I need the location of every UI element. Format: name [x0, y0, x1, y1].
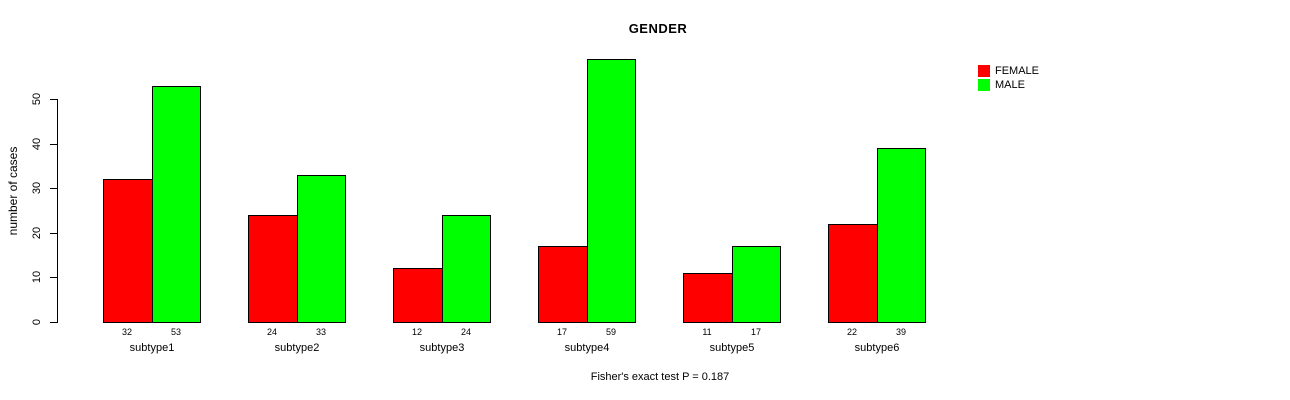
y-axis-line: [57, 99, 58, 323]
x-category-label-subtype1: subtype1: [129, 342, 175, 354]
bar-male-subtype6: [877, 148, 926, 323]
y-tick-label: 50: [31, 92, 43, 106]
legend-label: FEMALE: [995, 65, 1040, 77]
bar-female-subtype2: [248, 215, 298, 323]
bar-female-subtype4: [538, 246, 588, 323]
bar-male-subtype4: [587, 59, 636, 323]
bar-value-label: 59: [605, 327, 617, 337]
bar-value-label: 24: [266, 327, 278, 337]
bar-value-label: 12: [411, 327, 423, 337]
bar-male-subtype5: [732, 246, 781, 323]
y-tick-label: 10: [31, 270, 43, 284]
legend-swatch-icon: [978, 65, 990, 77]
x-category-label-subtype4: subtype4: [564, 342, 610, 354]
x-category-label-subtype3: subtype3: [419, 342, 465, 354]
legend-item-male: MALE: [978, 78, 1039, 92]
bar-female-subtype1: [103, 179, 153, 323]
y-tick-mark: [50, 322, 57, 323]
legend-label: MALE: [995, 79, 1025, 91]
bar-value-label: 32: [121, 327, 133, 337]
bar-value-label: 33: [315, 327, 327, 337]
x-category-label-subtype2: subtype2: [274, 342, 320, 354]
caption-fishers-test: Fisher's exact test P = 0.187: [590, 371, 730, 383]
y-tick-mark: [50, 99, 57, 100]
bar-value-label: 17: [556, 327, 568, 337]
bar-female-subtype6: [828, 224, 878, 323]
y-tick-mark: [50, 188, 57, 189]
y-tick-label: 20: [31, 226, 43, 240]
x-category-label-subtype5: subtype5: [709, 342, 755, 354]
bar-male-subtype3: [442, 215, 491, 323]
y-tick-mark: [50, 277, 57, 278]
chart-title: GENDER: [628, 21, 688, 36]
legend: FEMALE MALE: [978, 64, 1039, 92]
legend-item-female: FEMALE: [978, 64, 1039, 78]
y-tick-label: 0: [31, 318, 43, 326]
y-tick-label: 40: [31, 137, 43, 151]
y-tick-mark: [50, 233, 57, 234]
y-tick-mark: [50, 144, 57, 145]
bar-value-label: 22: [846, 327, 858, 337]
bar-male-subtype1: [152, 86, 201, 323]
bar-value-label: 17: [750, 327, 762, 337]
bar-value-label: 11: [702, 327, 712, 337]
bar-value-label: 24: [460, 327, 472, 337]
y-axis-label: number of cases: [6, 146, 20, 236]
bar-value-label: 39: [895, 327, 907, 337]
bar-male-subtype2: [297, 175, 346, 323]
bar-value-label: 53: [170, 327, 182, 337]
bar-female-subtype3: [393, 268, 443, 323]
bar-female-subtype5: [683, 273, 733, 323]
x-category-label-subtype6: subtype6: [854, 342, 900, 354]
legend-swatch-icon: [978, 79, 990, 91]
y-tick-label: 30: [31, 181, 43, 195]
